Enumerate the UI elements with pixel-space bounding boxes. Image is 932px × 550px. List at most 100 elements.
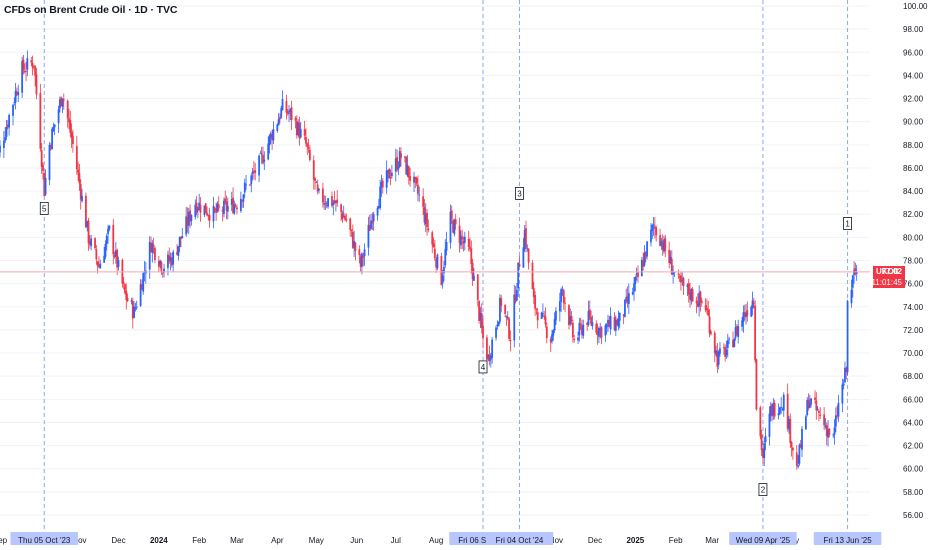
candle-body	[359, 256, 362, 268]
candle	[482, 318, 484, 349]
candle	[135, 300, 138, 311]
candle-body	[252, 170, 255, 173]
candle	[709, 329, 712, 336]
candle-body	[344, 215, 346, 220]
candle-body	[30, 60, 33, 63]
candle-body	[96, 261, 99, 266]
candle	[669, 250, 672, 265]
candle-body	[116, 249, 119, 268]
candle-body	[21, 61, 24, 93]
candle	[367, 216, 370, 256]
candle-body	[258, 155, 260, 176]
candle	[650, 223, 652, 247]
candle-body	[148, 242, 151, 270]
candle	[461, 229, 464, 250]
candle	[534, 291, 536, 316]
price-tick-label: 66.00	[903, 395, 924, 404]
candle	[385, 160, 388, 194]
candle	[616, 317, 619, 326]
candle	[763, 437, 766, 466]
candle-body	[609, 315, 612, 330]
candle	[225, 195, 228, 220]
candle-body	[114, 250, 117, 257]
candle-body	[778, 407, 781, 414]
candle-body	[771, 404, 773, 417]
candle	[571, 319, 574, 343]
candle	[388, 167, 391, 179]
candle	[99, 259, 102, 269]
candle	[825, 422, 828, 446]
candle-body	[505, 315, 508, 317]
candle-body	[586, 322, 589, 325]
candle-body	[558, 301, 561, 312]
candle	[698, 285, 701, 317]
candle	[659, 228, 661, 247]
candle-body	[44, 177, 47, 195]
candle	[58, 96, 61, 113]
candle-body	[544, 316, 547, 325]
candle-body	[414, 176, 417, 180]
candle	[212, 196, 215, 229]
candle	[370, 213, 372, 230]
candle	[112, 218, 115, 265]
candle-body	[555, 310, 557, 321]
candle	[754, 300, 757, 363]
date-marker-label: Fri 13 Jun '25	[823, 536, 872, 545]
candle-body	[682, 277, 685, 286]
candle-body	[72, 136, 74, 144]
candle-body	[762, 449, 764, 458]
candle	[719, 341, 721, 357]
candle	[552, 329, 555, 341]
candle	[151, 240, 154, 263]
candle	[489, 352, 492, 368]
candle-body	[855, 271, 858, 274]
candle	[531, 260, 534, 290]
candle	[724, 344, 727, 362]
price-tick-label: 98.00	[903, 25, 924, 34]
candle	[380, 174, 383, 197]
candle	[14, 82, 17, 110]
candle	[486, 334, 488, 361]
candle-body	[81, 195, 83, 201]
candle-body	[605, 324, 608, 328]
candle-body	[625, 296, 628, 300]
candle-body	[6, 124, 9, 127]
candle	[586, 321, 589, 331]
candle	[435, 257, 438, 273]
candle	[318, 187, 320, 194]
candle-body	[23, 71, 26, 73]
candle-body	[203, 205, 206, 216]
candle	[462, 236, 465, 252]
candle-body	[154, 247, 156, 260]
candle-body	[487, 355, 490, 359]
candle	[242, 193, 245, 208]
candles	[0, 50, 858, 470]
candle	[230, 191, 233, 212]
candle-body	[613, 317, 616, 330]
date-marker-box	[10, 532, 79, 545]
candle	[732, 331, 734, 348]
candle	[564, 296, 566, 313]
candle	[148, 236, 151, 280]
candle-body	[377, 205, 380, 209]
candle	[700, 297, 703, 307]
candle-body	[79, 183, 82, 200]
candle	[505, 315, 508, 326]
candle-body	[170, 257, 173, 266]
candle	[57, 105, 60, 133]
candle-body	[389, 177, 392, 178]
candle	[441, 269, 444, 289]
candle-body	[397, 166, 400, 170]
candle	[61, 98, 64, 113]
candle	[613, 312, 616, 332]
price-tick-label: 62.00	[903, 442, 924, 451]
candle	[43, 172, 46, 197]
candle-body	[470, 248, 473, 264]
candle	[323, 195, 326, 210]
candle	[176, 244, 178, 256]
candle-body	[854, 268, 857, 274]
candle	[470, 240, 473, 274]
candle	[773, 399, 776, 420]
candle	[605, 322, 608, 335]
